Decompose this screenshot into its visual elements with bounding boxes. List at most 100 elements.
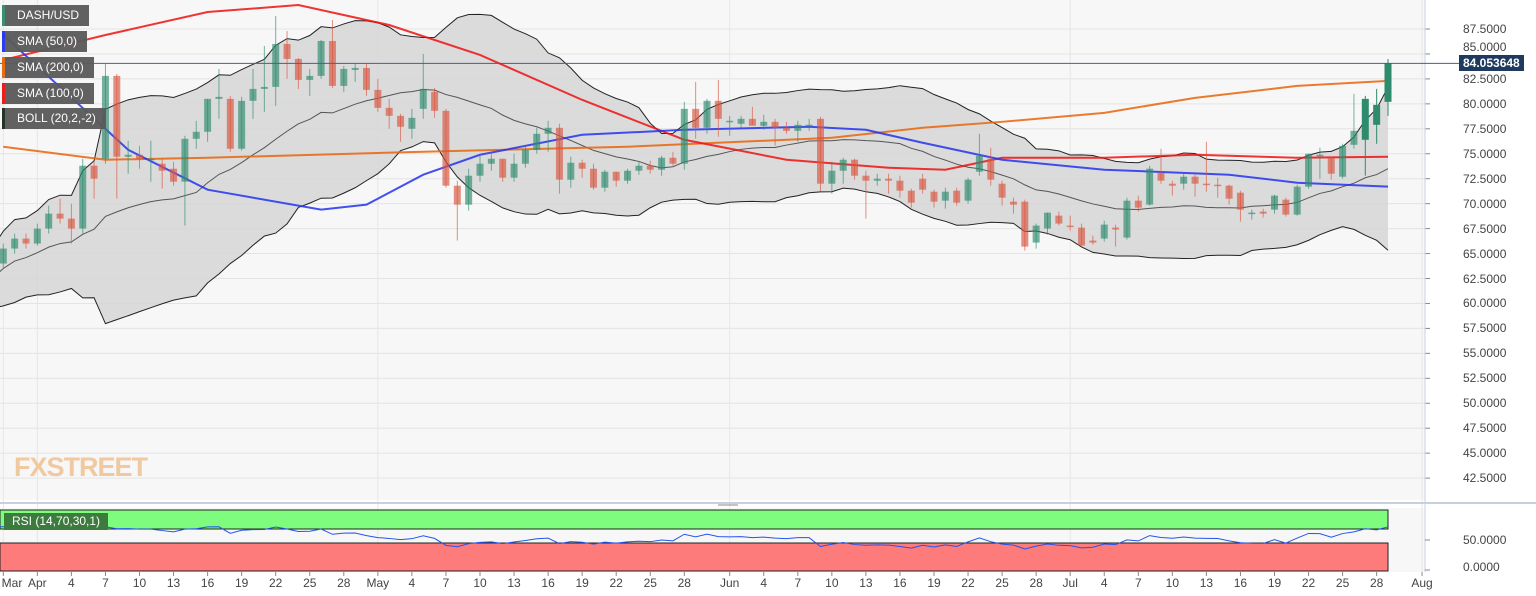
x-tick-label: 22	[961, 576, 975, 590]
x-tick-label: 19	[575, 576, 589, 590]
candle-body	[124, 154, 132, 157]
x-tick-label: 25	[303, 576, 317, 590]
candle-body	[635, 165, 643, 171]
y-tick-label: 57.5000	[1463, 321, 1507, 336]
watermark-text: FXSTREET	[14, 452, 148, 482]
y-tick-label: 60.0000	[1463, 296, 1507, 311]
candle-body	[533, 133, 541, 150]
rsi-oversold-zone	[0, 542, 1389, 572]
candle-body	[748, 118, 756, 126]
candle-body	[828, 170, 836, 184]
candle-body	[987, 158, 995, 180]
candle-body	[340, 68, 348, 86]
candle-body	[170, 168, 178, 182]
candle-body	[487, 158, 495, 164]
candle-body	[1134, 200, 1142, 208]
legend-sma200-label: SMA (200,0)	[17, 60, 84, 74]
y-tick-label: 50.0000	[1463, 396, 1507, 411]
candle-body	[1168, 183, 1176, 186]
y-tick-label: 87.5000	[1463, 22, 1507, 36]
x-tick-label: 10	[473, 576, 487, 590]
candle-body	[1100, 224, 1108, 239]
x-tick-label: 13	[166, 576, 181, 590]
candle-body	[760, 121, 768, 126]
x-tick-label: 10	[825, 576, 839, 590]
y-tick-label: 82.5000	[1463, 72, 1507, 87]
candle-body	[1032, 225, 1040, 243]
candle-body	[272, 43, 280, 87]
x-tick-label: 10	[1165, 576, 1180, 590]
sma100-line	[3, 4, 1389, 171]
candle-body	[771, 121, 779, 128]
candle-body	[1214, 184, 1222, 187]
candle-body	[805, 124, 813, 127]
candle-body	[1373, 104, 1381, 125]
candle-body	[1021, 201, 1029, 247]
fxstreet-watermark-logo: FXSTREET	[14, 452, 148, 483]
legend-symbol[interactable]: DASH/USD	[2, 5, 90, 26]
candle-body	[578, 162, 586, 169]
candle-body	[1202, 183, 1210, 186]
candle-body	[408, 117, 416, 129]
candle-body	[851, 159, 859, 176]
candle-body	[249, 88, 257, 101]
x-tick-label: 4	[408, 576, 416, 590]
candle-body	[1316, 154, 1324, 157]
x-tick-label: 25	[995, 576, 1009, 590]
legend-symbol-label: DASH/USD	[17, 8, 80, 22]
y-tick-label: 72.5000	[1463, 171, 1507, 186]
x-tick-label: May	[366, 576, 390, 590]
x-tick-label: 19	[927, 576, 941, 590]
x-tick-label: 4	[68, 576, 75, 590]
candle-body	[919, 178, 927, 190]
candle-body	[1282, 199, 1290, 215]
candle-body	[453, 185, 461, 205]
bollinger-band-fill	[0, 14, 1388, 324]
candle-body	[45, 213, 53, 229]
candle-body	[226, 98, 234, 149]
candle-body	[714, 100, 722, 119]
y-tick-label: 65.0000	[1463, 246, 1507, 261]
candle-body	[692, 108, 700, 128]
legend-rsi[interactable]: RSI (14,70,30,1)	[4, 513, 109, 530]
candle-body	[612, 171, 620, 181]
candle-body	[964, 179, 972, 201]
y-tick-label: 70.0000	[1463, 196, 1507, 211]
candle-body	[1305, 153, 1313, 187]
candle-body	[1384, 63, 1392, 102]
x-tick-label: 25	[643, 576, 657, 590]
candle-body	[283, 43, 291, 59]
candle-body	[1350, 130, 1358, 145]
y-tick-label: 77.5000	[1463, 121, 1507, 136]
candle-body	[1293, 186, 1301, 215]
candle-body	[306, 75, 314, 80]
legend-sma50[interactable]: SMA (50,0)	[2, 31, 88, 52]
candle-body	[1066, 225, 1074, 228]
candle-body	[941, 191, 949, 201]
candle-body	[294, 58, 302, 80]
candle-body	[1044, 212, 1051, 229]
legend-sma100[interactable]: SMA (100,0)	[2, 83, 94, 104]
x-tick-label: 13	[507, 576, 521, 590]
legend-boll[interactable]: BOLL (20,2,-2)	[2, 108, 106, 129]
candle-body	[385, 107, 393, 116]
candle-body	[1271, 195, 1278, 210]
candle-body	[1055, 215, 1063, 224]
x-tick-label: 28	[1029, 576, 1043, 590]
y-tick-label: 67.5000	[1463, 221, 1507, 236]
x-tick-label: 4	[1100, 576, 1108, 590]
candle-body	[136, 154, 143, 159]
x-tick-label: 28	[1369, 576, 1384, 590]
x-tick-label: 19	[234, 576, 249, 590]
candle-body	[1089, 240, 1097, 243]
candle-body	[79, 165, 87, 229]
candle-body	[1112, 227, 1120, 230]
candle-body	[374, 89, 382, 108]
candle-body	[703, 100, 711, 128]
x-tick-label: 10	[132, 576, 147, 590]
candle-body	[431, 91, 439, 111]
y-tick-label: 47.5000	[1463, 421, 1507, 436]
y-tick-label: 45.0000	[1463, 446, 1507, 461]
legend-sma200[interactable]: SMA (200,0)	[2, 57, 94, 78]
x-tick-label: 4	[760, 576, 768, 590]
